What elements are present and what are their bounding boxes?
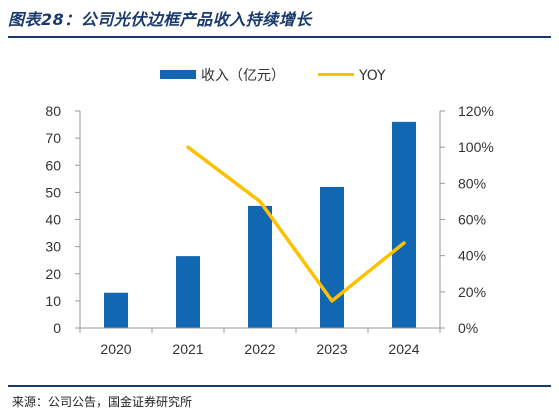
yoy-line-series xyxy=(186,145,406,303)
bar-2020 xyxy=(104,292,128,328)
left-tick-label: 70 xyxy=(45,130,61,146)
right-tick-label: 80% xyxy=(458,175,486,191)
left-tick-label: 60 xyxy=(45,157,61,173)
legend-bar-swatch xyxy=(160,70,196,79)
x-tick-label-2022: 2022 xyxy=(244,341,275,357)
x-tick-label-2024: 2024 xyxy=(388,341,419,357)
bar-2021 xyxy=(176,256,200,328)
right-tick-label: 0% xyxy=(458,320,478,336)
legend-bar-label: 收入（亿元） xyxy=(201,68,285,84)
right-tick-label: 40% xyxy=(458,248,486,264)
bar-2024 xyxy=(392,121,416,328)
left-tick-label: 40 xyxy=(45,212,61,228)
yoy-point-2024 xyxy=(402,241,406,245)
left-tick-label: 10 xyxy=(45,293,61,309)
x-tick-label-2023: 2023 xyxy=(316,341,347,357)
bar-series xyxy=(104,121,416,328)
yoy-point-2022 xyxy=(258,199,262,203)
bar-2022 xyxy=(248,205,272,328)
yoy-point-2021 xyxy=(186,145,190,149)
x-axis: 2020 2021 2022 2023 2024 xyxy=(79,327,441,357)
title-rule xyxy=(8,36,551,38)
source-note: 来源：公司公告，国金证券研究所 xyxy=(12,395,193,409)
left-axis: 0 10 20 30 40 50 60 70 80 xyxy=(45,103,81,336)
yoy-line xyxy=(186,145,406,303)
x-tick-label-2020: 2020 xyxy=(100,341,131,357)
right-tick-label: 20% xyxy=(458,284,486,300)
right-tick-label: 120% xyxy=(458,103,494,119)
x-tick-label-2021: 2021 xyxy=(172,341,203,357)
left-tick-label: 50 xyxy=(45,184,61,200)
bar-2023 xyxy=(320,186,344,328)
left-tick-label: 30 xyxy=(45,239,61,255)
right-tick-label: 100% xyxy=(458,139,494,155)
revenue-yoy-chart: 收入（亿元） YOY 0 10 20 30 40 50 60 70 80 0% 20% 40% 60%… xyxy=(45,68,494,357)
left-tick-label: 0 xyxy=(53,320,61,336)
left-tick-label: 80 xyxy=(45,103,61,119)
left-tick-label: 20 xyxy=(45,266,61,282)
legend: 收入（亿元） YOY xyxy=(160,68,386,84)
right-tick-label: 60% xyxy=(458,212,486,228)
source-rule xyxy=(8,385,551,387)
legend-line-label: YOY xyxy=(358,68,386,84)
yoy-point-2023 xyxy=(330,299,334,303)
figure-title: 图表28：公司光伏边框产品收入持续增长 xyxy=(8,10,312,29)
right-axis: 0% 20% 40% 60% 80% 100% 120% xyxy=(439,103,494,336)
